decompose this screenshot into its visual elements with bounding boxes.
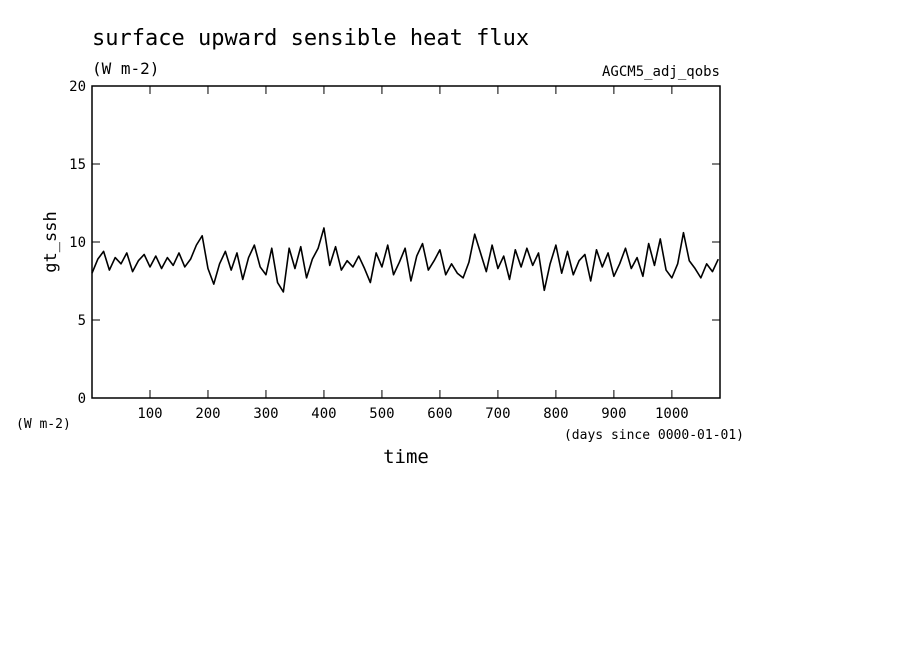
y-tick-label: 5 [78, 313, 86, 329]
chart-title: surface upward sensible heat flux [92, 26, 529, 51]
x-tick-label: 800 [543, 406, 568, 422]
x-tick-label: 200 [195, 406, 220, 422]
x-unit-label: (days since 0000-01-01) [564, 428, 744, 443]
y-tick-label: 20 [69, 79, 86, 95]
y-unit-label: (W m-2) [16, 417, 71, 432]
x-tick-label: 1000 [655, 406, 689, 422]
y-tick-label: 15 [69, 157, 86, 173]
data-line [91, 227, 719, 293]
x-tick-label: 300 [253, 406, 278, 422]
x-tick-label: 600 [427, 406, 452, 422]
y-tick-label: 0 [78, 391, 86, 407]
x-tick-label: 500 [369, 406, 394, 422]
y-axis-label: gt_ssh [41, 211, 61, 272]
x-tick-label: 900 [601, 406, 626, 422]
chart-subtitle: (W m-2) [92, 59, 159, 78]
y-tick-label: 10 [69, 235, 86, 251]
x-tick-label: 400 [311, 406, 336, 422]
plot-frame [91, 85, 721, 399]
x-tick-label: 100 [137, 406, 162, 422]
x-axis-label: time [383, 446, 429, 468]
x-tick-label: 700 [485, 406, 510, 422]
source-label: AGCM5_adj_qobs [602, 64, 720, 80]
